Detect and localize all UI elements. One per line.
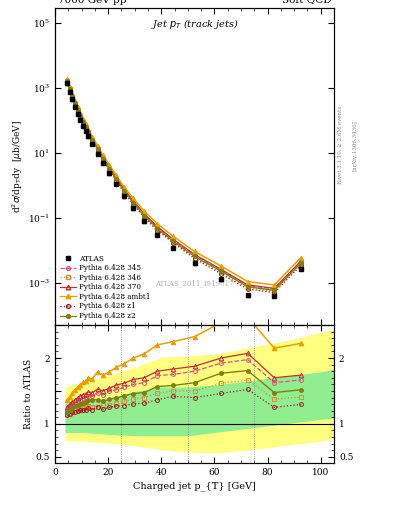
Y-axis label: d$^2\sigma$/dp$_{\rm T}$dy  [$\mu$b/GeV]: d$^2\sigma$/dp$_{\rm T}$dy [$\mu$b/GeV] [11, 120, 25, 213]
X-axis label: Charged jet p_{T} [GeV]: Charged jet p_{T} [GeV] [133, 481, 256, 491]
Text: 7000 GeV pp: 7000 GeV pp [58, 0, 126, 5]
Text: Jet $p_T$ (track jets): Jet $p_T$ (track jets) [151, 17, 239, 31]
Text: Soft QCD: Soft QCD [282, 0, 331, 5]
Text: Rivet 3.1.10, ≥ 2.6M events: Rivet 3.1.10, ≥ 2.6M events [338, 106, 343, 184]
Y-axis label: Ratio to ATLAS: Ratio to ATLAS [24, 359, 33, 429]
Text: [arXiv:1306.3436]: [arXiv:1306.3436] [352, 120, 357, 171]
Legend: ATLAS, Pythia 6.428 345, Pythia 6.428 346, Pythia 6.428 370, Pythia 6.428 ambt1,: ATLAS, Pythia 6.428 345, Pythia 6.428 34… [59, 253, 152, 322]
Text: ATLAS_2011_I919017: ATLAS_2011_I919017 [155, 280, 234, 288]
